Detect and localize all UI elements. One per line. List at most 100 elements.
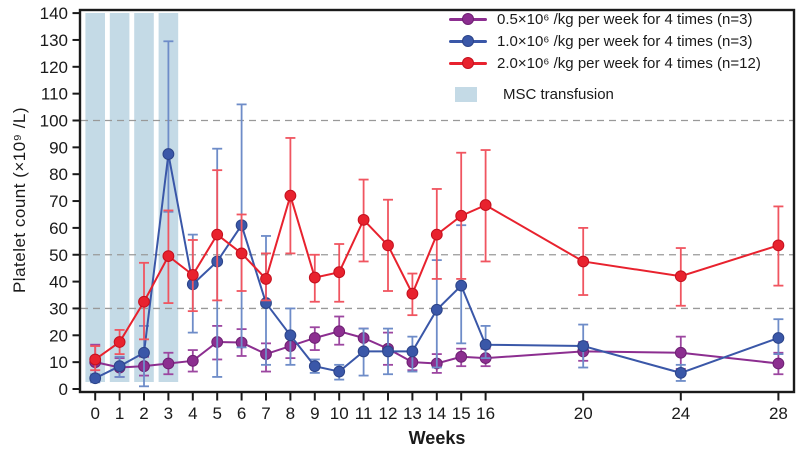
data-point-dose-2.0e6-week-4 bbox=[186, 268, 199, 281]
x-tick-label: 11 bbox=[355, 404, 373, 423]
x-tick-label: 14 bbox=[427, 404, 446, 423]
y-tick-label: 10 bbox=[49, 353, 68, 372]
data-point-dose-1.0e6-week-9 bbox=[308, 360, 321, 373]
x-tick-label: 9 bbox=[310, 404, 319, 423]
y-tick-label: 30 bbox=[49, 299, 68, 318]
data-point-dose-1.0e6-week-2 bbox=[138, 346, 150, 359]
data-point-dose-2.0e6-week-7 bbox=[260, 273, 272, 285]
legend-marker-blue-icon bbox=[449, 34, 487, 48]
legend-label: 1.0×10⁶ /kg per week for 4 times (n=3) bbox=[497, 32, 753, 50]
y-tick-label: 60 bbox=[49, 219, 68, 238]
x-tick-label: 16 bbox=[476, 404, 495, 423]
data-point-dose-2.0e6-week-12 bbox=[382, 239, 394, 252]
x-tick-label: 0 bbox=[90, 404, 99, 423]
y-tick-label: 120 bbox=[40, 58, 68, 77]
y-axis-ticks: 0 10 20 30 40 50 60 70 80 90 100 110 120 130 140 bbox=[40, 4, 80, 399]
legend-item-dose-1.0e6: 1.0×10⁶ /kg per week for 4 times (n=3) bbox=[449, 30, 797, 52]
data-point-dose-1.0e6-week-28 bbox=[772, 332, 785, 344]
series-line-dose-1.0e6 bbox=[94, 153, 779, 380]
data-point-dose-1.0e6-week-24 bbox=[674, 366, 687, 379]
x-tick-label: 8 bbox=[286, 404, 295, 423]
y-tick-label: 110 bbox=[41, 85, 68, 104]
data-point-dose-1.0e6-week-15 bbox=[455, 279, 468, 292]
y-tick-label: 40 bbox=[49, 273, 68, 292]
data-point-dose-2.0e6-week-0 bbox=[89, 353, 102, 366]
data-point-dose-2.0e6-week-9 bbox=[308, 271, 321, 284]
x-tick-label: 28 bbox=[769, 404, 788, 423]
data-point-dose-2.0e6-week-2 bbox=[138, 295, 150, 308]
data-point-dose-2.0e6-week-24 bbox=[674, 270, 687, 283]
data-point-dose-2.0e6-week-20 bbox=[577, 255, 590, 268]
legend-marker-purple-icon bbox=[449, 12, 487, 26]
data-point-dose-2.0e6-week-15 bbox=[455, 209, 468, 222]
y-tick-label: 80 bbox=[49, 165, 68, 184]
data-point-dose-2.0e6-week-3 bbox=[162, 250, 175, 262]
data-point-dose-0.5e6-week-9 bbox=[308, 332, 321, 344]
x-axis-ticks: 0 1 2 3 4 5 6 7 8 9 10 11 12 13 14 15 16 20 24 28 bbox=[90, 392, 788, 423]
data-point-dose-2.0e6-week-6 bbox=[235, 247, 248, 260]
data-point-dose-2.0e6-week-1 bbox=[113, 336, 126, 348]
data-point-dose-0.5e6-week-10 bbox=[333, 325, 346, 338]
data-point-dose-2.0e6-week-11 bbox=[357, 213, 370, 226]
data-point-dose-0.5e6-week-24 bbox=[674, 346, 687, 359]
data-point-dose-0.5e6-week-4 bbox=[186, 354, 199, 367]
x-tick-label: 5 bbox=[212, 404, 221, 423]
data-point-dose-1.0e6-week-8 bbox=[284, 329, 297, 342]
x-tick-label: 4 bbox=[188, 404, 197, 423]
msc-transfusion-bands bbox=[85, 13, 179, 382]
data-point-dose-1.0e6-week-12 bbox=[382, 345, 394, 358]
data-point-dose-2.0e6-week-5 bbox=[211, 228, 224, 241]
data-point-dose-2.0e6-week-14 bbox=[430, 228, 443, 241]
data-point-dose-1.0e6-week-10 bbox=[333, 365, 346, 378]
data-point-dose-2.0e6-week-8 bbox=[284, 189, 297, 202]
series-dose-2.0e6 bbox=[89, 137, 785, 372]
x-tick-label: 6 bbox=[237, 404, 246, 423]
data-point-dose-0.5e6-week-15 bbox=[455, 350, 468, 363]
data-point-dose-1.0e6-week-13 bbox=[406, 345, 419, 358]
legend-item-msc-transfusion: MSC transfusion bbox=[449, 83, 797, 105]
data-point-dose-1.0e6-week-14 bbox=[430, 303, 443, 316]
data-point-dose-0.5e6-week-3 bbox=[162, 357, 175, 370]
y-tick-label: 140 bbox=[40, 4, 68, 23]
msc-band-week-2 bbox=[134, 13, 154, 382]
data-point-dose-2.0e6-week-16 bbox=[479, 199, 492, 211]
x-axis-title: Weeks bbox=[408, 428, 466, 448]
x-tick-label: 10 bbox=[330, 404, 349, 423]
x-tick-label: 13 bbox=[403, 404, 422, 423]
legend-marker-red-icon bbox=[449, 56, 487, 70]
gridlines bbox=[81, 119, 793, 310]
data-point-dose-1.0e6-week-11 bbox=[357, 345, 370, 358]
y-tick-label: 100 bbox=[40, 112, 68, 131]
legend-item-dose-2.0e6: 2.0×10⁶ /kg per week for 4 times (n=12) bbox=[449, 52, 797, 74]
data-point-dose-1.0e6-week-20 bbox=[577, 340, 590, 352]
x-tick-label: 3 bbox=[164, 404, 173, 423]
legend-label: 0.5×10⁶ /kg per week for 4 times (n=3) bbox=[497, 10, 753, 28]
data-point-dose-0.5e6-week-28 bbox=[772, 357, 785, 370]
legend-label: MSC transfusion bbox=[503, 85, 614, 103]
x-tick-label: 2 bbox=[139, 404, 148, 423]
x-tick-label: 7 bbox=[261, 404, 270, 423]
legend: 0.5×10⁶ /kg per week for 4 times (n=3) 1… bbox=[449, 8, 797, 105]
data-point-dose-2.0e6-week-10 bbox=[333, 266, 346, 279]
data-point-dose-1.0e6-week-0 bbox=[89, 372, 102, 385]
data-point-dose-1.0e6-week-16 bbox=[479, 338, 492, 351]
x-tick-label: 24 bbox=[671, 404, 690, 423]
y-tick-label: 50 bbox=[49, 246, 68, 265]
data-point-dose-2.0e6-week-28 bbox=[772, 239, 785, 252]
data-point-dose-2.0e6-week-13 bbox=[406, 287, 419, 300]
msc-band-week-1 bbox=[109, 13, 130, 382]
x-tick-label: 20 bbox=[574, 404, 593, 423]
msc-band-week-0 bbox=[85, 13, 105, 382]
legend-label: 2.0×10⁶ /kg per week for 4 times (n=12) bbox=[497, 54, 761, 72]
y-tick-label: 130 bbox=[40, 31, 68, 50]
y-axis-title: Platelet count (×10⁹ /L) bbox=[10, 106, 29, 294]
data-point-dose-1.0e6-week-1 bbox=[113, 360, 126, 373]
legend-item-dose-0.5e6: 0.5×10⁶ /kg per week for 4 times (n=3) bbox=[449, 8, 797, 30]
y-tick-label: 20 bbox=[49, 326, 68, 345]
y-tick-label: 0 bbox=[59, 380, 68, 399]
msc-band-swatch-icon bbox=[455, 86, 477, 102]
y-tick-label: 90 bbox=[49, 138, 68, 157]
y-tick-label: 70 bbox=[49, 192, 68, 211]
